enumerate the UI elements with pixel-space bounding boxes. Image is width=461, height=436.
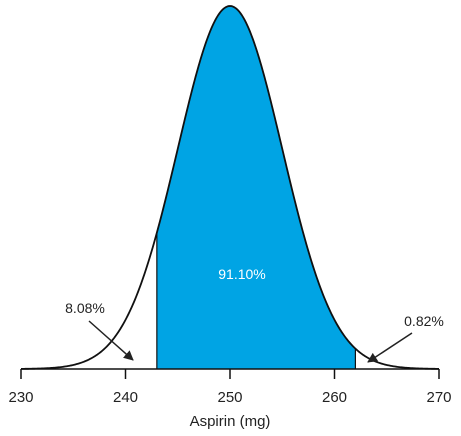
x-tick-label: 260	[322, 389, 347, 406]
x-tick-label: 240	[113, 389, 138, 406]
shaded-probability-area	[156, 6, 356, 369]
left-tail-arrow	[88, 320, 134, 361]
right-tail-label: 0.82%	[404, 313, 444, 329]
left-tail-label: 8.08%	[65, 300, 105, 316]
x-axis-title: Aspirin (mg)	[190, 413, 271, 430]
x-tick-label: 230	[8, 389, 33, 406]
x-tick-label: 250	[217, 389, 242, 406]
right-tail-arrow	[367, 332, 413, 363]
shaded-area-label: 91.10%	[218, 266, 265, 282]
x-tick-label: 270	[426, 389, 451, 406]
x-axis-ticks: 230 240 250 260 270	[8, 369, 452, 406]
